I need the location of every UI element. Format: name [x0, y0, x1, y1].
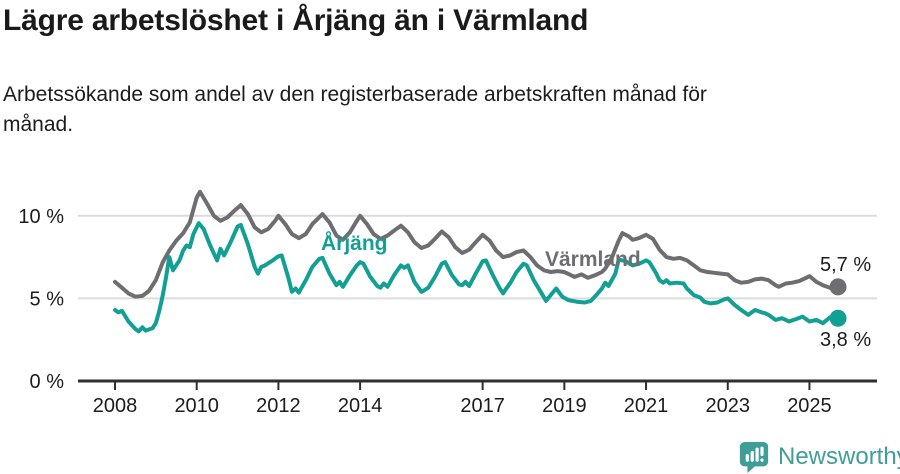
- y-axis-label: 5 %: [30, 288, 65, 310]
- x-axis-label: 2021: [624, 395, 669, 417]
- newsworthy-brand[interactable]: Newsworthy: [738, 440, 900, 474]
- newsworthy-logo-icon: [739, 441, 769, 473]
- end-value-label-arjang: 3,8 %: [820, 329, 872, 351]
- page-title: Lägre arbetslöshet i Årjäng än i Värmlan…: [3, 4, 589, 37]
- x-axis-label: 2017: [460, 395, 505, 417]
- series-label-varmland: Värmland: [545, 248, 641, 271]
- series-end-dot-värmland: [829, 278, 847, 296]
- x-axis-label: 2014: [338, 395, 383, 417]
- y-axis-label: 0 %: [30, 371, 65, 393]
- newsworthy-wordmark: Newsworthy: [778, 443, 900, 470]
- series-end-dot-årjäng: [829, 309, 847, 327]
- x-axis-label: 2023: [706, 395, 751, 417]
- x-axis-label: 2008: [93, 395, 138, 417]
- x-axis-label: 2019: [542, 395, 587, 417]
- x-axis-label: 2012: [256, 395, 301, 417]
- chart-subtitle: Arbetssökande som andel av den registerb…: [3, 80, 707, 140]
- y-axis-label: 10 %: [18, 206, 64, 228]
- x-axis-label: 2025: [787, 395, 832, 417]
- series-label-arjang: Årjäng: [321, 232, 388, 255]
- x-axis-label: 2010: [174, 395, 219, 417]
- chart-subtitle-line2: månad.: [3, 113, 74, 136]
- end-value-label-varmland: 5,7 %: [820, 254, 872, 276]
- series-line-årjäng: [113, 221, 840, 334]
- series-line-värmland: [113, 189, 840, 299]
- chart-subtitle-line1: Arbetssökande som andel av den registerb…: [3, 83, 707, 106]
